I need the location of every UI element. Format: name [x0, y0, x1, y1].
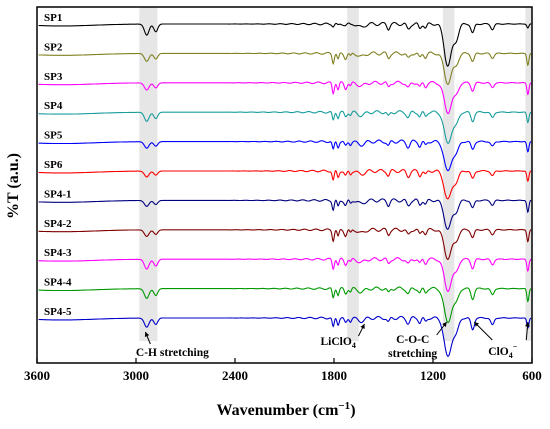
- series-label-sp1: SP1: [44, 12, 62, 24]
- x-tick-label-2400: 2400: [222, 368, 248, 383]
- series-line-sp3: [38, 80, 532, 115]
- series-line-sp4: [38, 110, 532, 144]
- series-line-sp4-1: [38, 198, 532, 230]
- shaded-band-2: [442, 7, 455, 341]
- series-line-sp6: [38, 168, 532, 200]
- x-tick-label-1800: 1800: [321, 368, 347, 383]
- y-axis-title: %T (a.u.): [5, 153, 22, 219]
- series-label-sp2: SP2: [44, 41, 63, 53]
- peak-annotations: C-H stretching LiClO4 C-O-C stretching ClO4−: [136, 321, 530, 360]
- shaded-band-3: [525, 7, 532, 341]
- annotation-coc-line2: stretching: [388, 348, 437, 360]
- series-label-sp4-3: SP4-3: [44, 247, 72, 259]
- arrow-liclo4-head: [360, 324, 365, 329]
- annotation-liclo4: LiClO4: [321, 336, 356, 350]
- arrow-ch-head: [144, 332, 150, 337]
- series-line-sp4-3: [38, 257, 532, 293]
- x-tick-label-600: 600: [522, 368, 542, 383]
- annotation-ch-stretching: C-H stretching: [136, 347, 209, 359]
- series-label-sp4-4: SP4-4: [44, 277, 72, 289]
- x-tick-label-3600: 3600: [24, 368, 50, 383]
- series-label-sp6: SP6: [44, 159, 63, 171]
- series-line-sp4-4: [38, 286, 532, 324]
- series-label-sp5: SP5: [44, 130, 63, 142]
- series-line-sp4-2: [38, 227, 532, 260]
- plot-frame: [36, 6, 533, 364]
- series-line-sp1: [38, 21, 532, 67]
- series-label-sp4-1: SP4-1: [44, 188, 72, 200]
- x-axis-ticks: 3600 3000 2400 1800 1200 600: [24, 358, 542, 383]
- arrow-clo4-right-head: [525, 322, 530, 327]
- series-label-sp4-2: SP4-2: [44, 218, 72, 230]
- arrow-clo4-left-head: [474, 322, 480, 327]
- shaded-band-0: [139, 7, 158, 341]
- series-labels: SP1 SP2 SP3 SP4 SP5 SP6 SP4-1 SP4-2 SP4-3 SP4-4 SP…: [44, 12, 72, 318]
- x-tick-label-1200: 1200: [420, 368, 446, 383]
- series-label-sp4: SP4: [44, 100, 63, 112]
- spectra-traces: [38, 21, 532, 357]
- series-line-sp4-5: [38, 315, 532, 357]
- series-label-sp4-5: SP4-5: [44, 306, 72, 318]
- annotation-coc-line1: C-O-C: [396, 334, 429, 346]
- shaded-band-1: [347, 7, 359, 341]
- x-axis-title: Wavenumber (cm−1): [216, 400, 355, 419]
- series-label-sp3: SP3: [44, 71, 63, 83]
- series-line-sp2: [38, 51, 532, 85]
- annotation-clo4: ClO4−: [488, 342, 517, 360]
- series-line-sp5: [38, 139, 532, 172]
- arrow-coc-head: [442, 322, 447, 327]
- shaded-bands: [139, 7, 532, 341]
- x-tick-label-3000: 3000: [123, 368, 149, 383]
